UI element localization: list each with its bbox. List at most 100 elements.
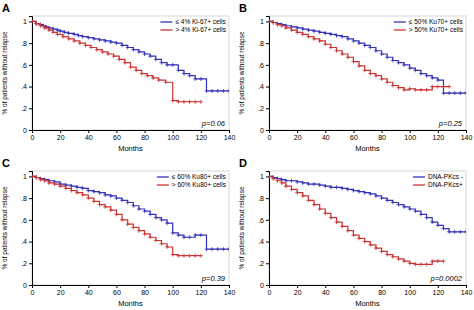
- censor-mark: [114, 41, 118, 45]
- tick-label: .4: [21, 238, 27, 245]
- axis-line: [29, 17, 33, 131]
- y-axis-title: % of patients without relapse: [238, 186, 246, 269]
- censor-mark: [95, 48, 99, 52]
- panel-label: D: [239, 157, 247, 169]
- tick: 140: [224, 130, 236, 141]
- survival-curve: [269, 176, 466, 231]
- tick-mark: [201, 285, 202, 288]
- censor-mark: [164, 80, 168, 84]
- tick: 80: [141, 130, 149, 141]
- tick: 0: [31, 130, 35, 141]
- censor-mark: [188, 235, 192, 239]
- censor-mark: [284, 184, 288, 188]
- censor-mark: [385, 55, 389, 59]
- legend: ≤ 4% Ki-67+ cells> 4% Ki-67+ cells: [160, 18, 226, 33]
- tick: 20: [294, 285, 302, 296]
- survival-curve: [32, 21, 229, 90]
- censor-mark: [165, 221, 169, 225]
- censor-mark: [38, 178, 42, 182]
- tick-label: .2: [21, 260, 27, 267]
- censor-mark: [221, 247, 225, 251]
- legend-swatch: [394, 21, 406, 22]
- tick: .8: [21, 40, 32, 47]
- y-axis: 0.2.4.6.81: [258, 17, 269, 134]
- tick-mark: [29, 21, 32, 22]
- censor-mark: [86, 36, 90, 40]
- tick-mark: [29, 87, 32, 88]
- tick-label: 120: [196, 134, 208, 141]
- censor-mark: [92, 190, 96, 194]
- tick-mark: [145, 130, 146, 133]
- tick-label: 1: [260, 18, 264, 25]
- tick-label: 100: [404, 289, 416, 296]
- censor-mark: [199, 77, 203, 81]
- plot-frame: [269, 16, 466, 130]
- censor-mark: [151, 76, 155, 80]
- censor-mark: [346, 55, 350, 59]
- y-axis-title: % of patients without relapse: [1, 186, 9, 269]
- tick-label: .2: [258, 105, 264, 112]
- survival-curve: [32, 176, 229, 249]
- tick-mark: [410, 130, 411, 133]
- censor-mark: [458, 91, 462, 95]
- censor-mark: [103, 205, 107, 209]
- annotation: p=0.06: [201, 119, 226, 128]
- censor-mark: [323, 184, 327, 188]
- censor-mark: [430, 220, 434, 224]
- censor-mark: [396, 86, 400, 90]
- tick: 20: [57, 285, 65, 296]
- tick-label: 1: [260, 173, 264, 180]
- censor-mark: [357, 41, 361, 45]
- censor-mark: [188, 74, 192, 78]
- x-axis: 020406080100120140: [268, 130, 473, 141]
- censor-mark: [441, 85, 445, 89]
- panel-label: B: [239, 2, 247, 14]
- censor-mark: [335, 34, 339, 38]
- tick-mark: [173, 285, 174, 288]
- censor-mark: [436, 78, 440, 82]
- tick: 40: [85, 130, 93, 141]
- censor-mark: [284, 26, 288, 30]
- tick-mark: [353, 285, 354, 288]
- tick-label: 0: [260, 282, 264, 289]
- censor-mark: [351, 189, 355, 193]
- censor-mark: [380, 52, 384, 56]
- censor-mark: [89, 45, 93, 49]
- tick-mark: [29, 263, 32, 264]
- censor-mark: [301, 32, 305, 36]
- tick-mark: [116, 130, 117, 133]
- censor-mark: [159, 61, 163, 65]
- censor-mark: [140, 72, 144, 76]
- censor-mark: [76, 34, 80, 38]
- censor-mark: [391, 83, 395, 87]
- censor-mark: [419, 212, 423, 216]
- censor-mark: [123, 61, 127, 65]
- panel: 0204060801001201400.2.4.6.81CMonths% of …: [1, 157, 235, 308]
- tick-mark: [29, 285, 32, 286]
- censor-mark: [335, 220, 339, 224]
- censor-mark: [143, 52, 147, 56]
- censor-mark: [204, 247, 208, 251]
- censor-mark: [109, 194, 113, 198]
- tick: .4: [258, 83, 269, 90]
- censor-mark: [227, 89, 229, 93]
- tick: 0: [260, 282, 269, 289]
- tick-label: 80: [141, 134, 149, 141]
- censor-mark: [129, 65, 133, 69]
- censor-mark: [402, 205, 406, 209]
- tick-mark: [229, 130, 230, 133]
- x-axis-title: Months: [118, 299, 143, 308]
- panel: 0204060801001201400.2.4.6.81BMonths% of …: [238, 2, 472, 153]
- tick-label: 120: [196, 289, 208, 296]
- censor-mark: [182, 72, 186, 76]
- censor-mark: [340, 224, 344, 228]
- tick-mark: [266, 220, 269, 221]
- censor-mark: [176, 254, 180, 258]
- censor-mark: [351, 233, 355, 237]
- censor-mark: [100, 50, 104, 54]
- censor-mark: [280, 24, 284, 28]
- censor-mark: [295, 191, 299, 195]
- censor-mark: [301, 194, 305, 198]
- tick-mark: [466, 130, 467, 133]
- y-axis-title: % of patients without relapse: [238, 31, 246, 114]
